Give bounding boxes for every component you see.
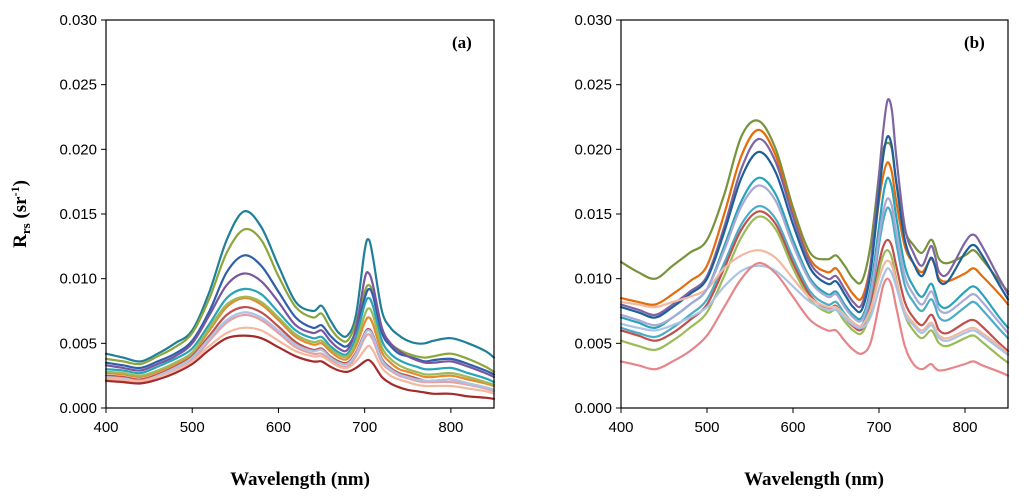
x-tick-label: 500 (180, 419, 205, 436)
series-line-a1 (104, 210, 496, 363)
series-group-b (619, 98, 1010, 377)
series-line-a11 (104, 334, 496, 400)
x-axis-label-a: Wavelength (nm) (230, 469, 370, 490)
series-line-b11 (619, 261, 1010, 377)
series-line-b1 (619, 119, 1010, 293)
y-tick-label: 0.000 (574, 400, 612, 417)
axis-ticks-a: 0.000 0.005 0.010 0.015 0.020 0.025 0.030 400 50… (59, 12, 463, 436)
y-tick-label: 0.005 (574, 335, 612, 352)
x-tick-label: 800 (952, 419, 977, 436)
series-group-a (104, 210, 496, 400)
y-label-unit-open: (sr (10, 196, 31, 223)
y-tick-label: 0.015 (574, 206, 612, 223)
y-label-unit-close: ) (10, 180, 31, 186)
plot-frame-b (620, 19, 1009, 409)
series-line-a8 (104, 295, 496, 386)
series-line-a12 (104, 326, 496, 395)
series-line-b4 (619, 135, 1010, 319)
series-line-b3 (619, 98, 1010, 317)
series-line-a4 (104, 271, 496, 379)
y-tick-label: 0.015 (59, 206, 97, 223)
chart-panel-a: 0.000 0.005 0.010 0.015 0.020 0.025 0.030 400 50… (8, 12, 496, 490)
y-tick-label: 0.030 (59, 12, 97, 29)
x-tick-label: 800 (438, 419, 463, 436)
series-line-a3 (104, 254, 496, 376)
y-tick-label: 0.010 (574, 271, 612, 288)
chart-panel-b: 0.000 0.005 0.010 0.015 0.020 0.025 0.030 400 50… (574, 12, 1010, 490)
series-line-b9 (619, 249, 1010, 355)
y-tick-label: 0.010 (59, 271, 97, 288)
x-tick-label: 700 (866, 419, 891, 436)
y-tick-label: 0.020 (59, 141, 97, 158)
y-label-sub: rs (18, 223, 33, 234)
x-tick-label: 600 (266, 419, 291, 436)
axis-ticks-b: 0.000 0.005 0.010 0.015 0.020 0.025 0.030 400 50… (574, 12, 977, 436)
panel-label-a: (a) (452, 33, 472, 52)
y-tick-label: 0.000 (59, 400, 97, 417)
y-tick-label: 0.030 (574, 12, 612, 29)
y-tick-label: 0.020 (574, 141, 612, 158)
y-label-main: R (10, 234, 31, 248)
y-tick-label: 0.025 (59, 77, 97, 94)
x-tick-label: 400 (93, 419, 118, 436)
series-line-b12 (619, 184, 1010, 335)
y-axis-label: Rrs (sr-1) (8, 180, 33, 248)
x-axis-label-b: Wavelength (nm) (744, 469, 884, 490)
x-tick-label: 600 (780, 419, 805, 436)
series-line-a2 (104, 227, 496, 373)
y-tick-label: 0.005 (59, 335, 97, 352)
series-line-a10 (104, 311, 496, 391)
y-tick-label: 0.025 (574, 77, 612, 94)
series-line-b10 (619, 264, 1010, 357)
series-line-a5 (104, 287, 496, 384)
panel-label-b: (b) (964, 33, 985, 52)
x-tick-label: 500 (694, 419, 719, 436)
x-tick-label: 400 (608, 419, 633, 436)
x-tick-label: 700 (352, 419, 377, 436)
y-label-unit-sup: -1 (8, 186, 22, 196)
